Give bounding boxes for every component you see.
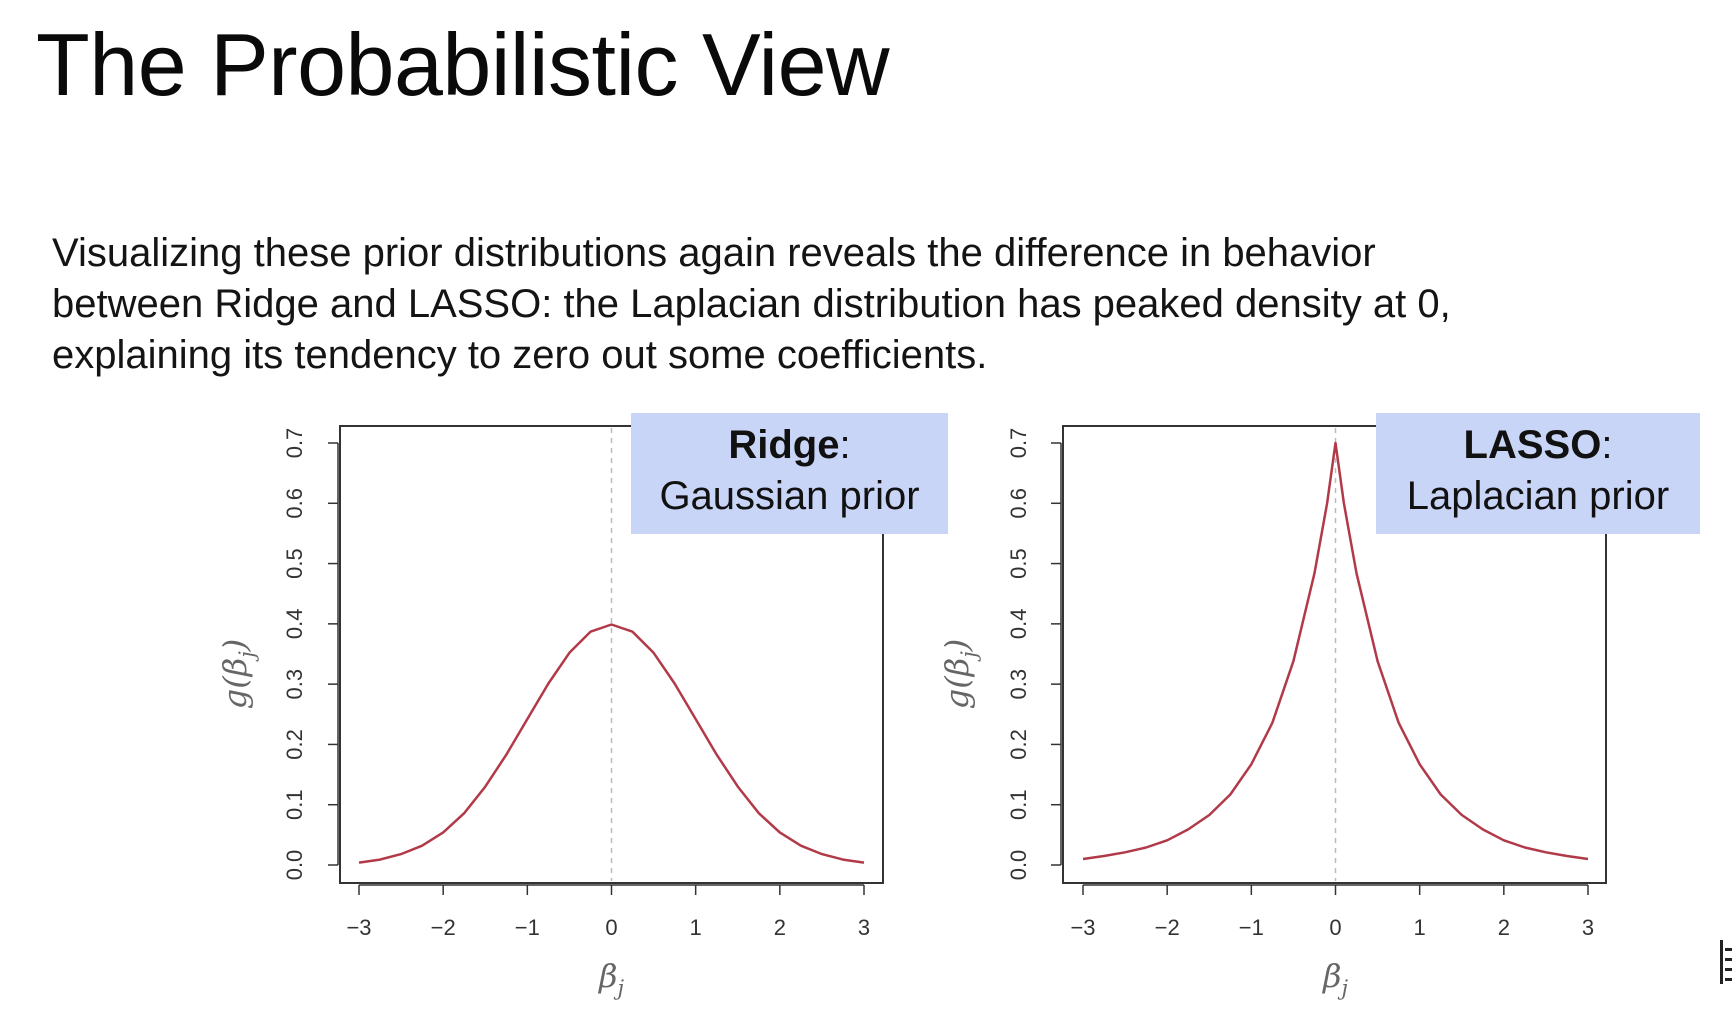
lasso-y-tick-label: 0.2 — [1006, 729, 1031, 760]
lasso-y-tick-label: 0.7 — [1006, 428, 1031, 459]
lasso-x-tick-label: 2 — [1498, 915, 1510, 940]
ridge-chart: −3 −2 −1 0 1 2 3 0.0 0.1 0.2 0.3 0.4 0.5 0.6 0.7 βj g(βj… — [216, 425, 884, 1000]
ridge-y-tick-label: 0.2 — [282, 729, 307, 760]
ridge-x-tick-label: 0 — [605, 915, 617, 940]
lasso-density-curve — [1082, 441, 1589, 861]
ridge-x-tick-label: −2 — [431, 915, 456, 940]
ridge-x-tick-label: 2 — [774, 915, 786, 940]
lasso-x-tick-label: 0 — [1329, 915, 1341, 940]
ridge-x-tick-label: 3 — [858, 915, 870, 940]
ridge-callout-bold: Ridge — [728, 423, 840, 467]
body-paragraph: Visualizing these prior distributions ag… — [52, 228, 1612, 381]
ridge-callout-subtitle: Gaussian prior — [659, 474, 920, 518]
lasso-x-tick-label: 3 — [1582, 915, 1594, 940]
ridge-callout-colon: : — [839, 423, 851, 467]
lasso-y-tick-label: 0.5 — [1006, 548, 1031, 579]
ridge-callout: Ridge: Gaussian prior — [631, 413, 948, 534]
lasso-callout-subtitle: Laplacian prior — [1406, 474, 1670, 518]
lasso-x-tick-label: −3 — [1070, 915, 1095, 940]
lasso-chart: −3 −2 −1 0 1 2 3 0.0 0.1 0.2 0.3 0.4 0.5 0.6 0.7 βj g(βj… — [938, 425, 1607, 1000]
lasso-x-axis-label: βj — [1322, 957, 1349, 1000]
ridge-y-tick-label: 0.7 — [282, 428, 307, 459]
ridge-x-axis-label: βj — [598, 957, 625, 1000]
ridge-y-tick-label: 0.1 — [282, 789, 307, 820]
lasso-plot-frame — [1062, 425, 1607, 884]
ridge-y-tick-label: 0.0 — [282, 850, 307, 881]
paragraph-line: Visualizing these prior distributions ag… — [52, 231, 1376, 275]
toolbar-edge-icon[interactable] — [1720, 940, 1732, 984]
lasso-x-tick-label: −1 — [1239, 915, 1264, 940]
lasso-callout-colon: : — [1601, 423, 1613, 467]
lasso-y-tick-label: 0.4 — [1006, 609, 1031, 640]
ridge-x-tick-label: −3 — [346, 915, 371, 940]
ridge-density-curve — [358, 623, 865, 864]
slide-title: The Probabilistic View — [36, 15, 890, 114]
ridge-y-tick-label: 0.5 — [282, 548, 307, 579]
lasso-y-axis-label: g(βj) — [938, 639, 981, 709]
ridge-y-tick-label: 0.6 — [282, 488, 307, 519]
ridge-y-tick-label: 0.4 — [282, 609, 307, 640]
ridge-y-axis-label: g(βj) — [216, 639, 259, 709]
ridge-plot-frame — [339, 425, 884, 884]
lasso-x-tick-label: 1 — [1414, 915, 1426, 940]
lasso-callout-bold: LASSO — [1463, 423, 1602, 467]
lasso-y-tick-label: 0.1 — [1006, 789, 1031, 820]
lasso-x-tick-label: −2 — [1155, 915, 1180, 940]
ridge-y-tick-label: 0.3 — [282, 669, 307, 700]
ridge-x-tick-label: −1 — [515, 915, 540, 940]
lasso-callout: LASSO: Laplacian prior — [1376, 413, 1700, 534]
lasso-y-tick-label: 0.3 — [1006, 669, 1031, 700]
lasso-y-tick-label: 0.0 — [1006, 850, 1031, 881]
ridge-x-tick-label: 1 — [690, 915, 702, 940]
lasso-y-tick-label: 0.6 — [1006, 488, 1031, 519]
paragraph-line: explaining its tendency to zero out some… — [52, 333, 988, 377]
paragraph-line: between Ridge and LASSO: the Laplacian d… — [52, 282, 1451, 326]
